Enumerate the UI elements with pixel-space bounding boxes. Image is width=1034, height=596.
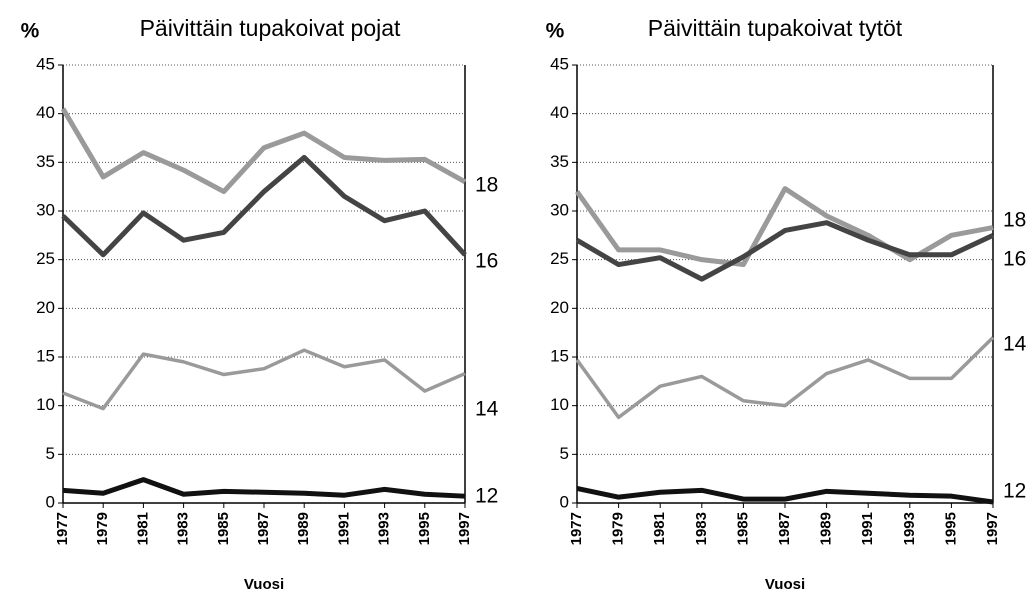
y-tick-label: 45 bbox=[36, 54, 55, 73]
x-axis-label: Vuosi bbox=[244, 576, 284, 593]
series-line bbox=[576, 485, 994, 505]
y-tick-label: 20 bbox=[36, 298, 55, 317]
series-label: 16 bbox=[1003, 248, 1026, 271]
x-tick-label: 1991 bbox=[859, 512, 876, 545]
series-line bbox=[575, 336, 995, 420]
series-line bbox=[60, 107, 467, 195]
x-tick-label: 1997 bbox=[984, 512, 1001, 545]
x-tick-label: 1989 bbox=[818, 512, 835, 545]
y-tick-label: 25 bbox=[550, 249, 569, 268]
x-tick-label: 1983 bbox=[175, 512, 192, 545]
chart-title: Päivittäin tupakoivat pojat bbox=[140, 15, 401, 41]
series-line bbox=[574, 186, 994, 268]
x-tick-label: 1981 bbox=[134, 512, 151, 545]
y-axis-label: % bbox=[21, 20, 40, 43]
x-tick-label: 1993 bbox=[901, 512, 918, 545]
y-tick-label: 40 bbox=[550, 103, 569, 122]
y-tick-label: 0 bbox=[46, 492, 55, 511]
series-line bbox=[575, 220, 995, 282]
y-axis-label: % bbox=[546, 20, 565, 43]
x-tick-label: 1979 bbox=[94, 512, 111, 545]
y-tick-label: 5 bbox=[560, 444, 569, 463]
x-tick-label: 1987 bbox=[255, 512, 272, 545]
x-tick-label: 1985 bbox=[734, 512, 751, 545]
series-label: 16 bbox=[475, 250, 498, 273]
series-label: 18 bbox=[1003, 209, 1026, 232]
x-tick-label: 1977 bbox=[54, 512, 71, 545]
y-tick-label: 20 bbox=[550, 298, 569, 317]
y-tick-label: 10 bbox=[36, 395, 55, 414]
y-tick-label: 35 bbox=[550, 152, 569, 171]
x-tick-label: 1981 bbox=[651, 512, 668, 545]
series-label: 12 bbox=[1003, 480, 1026, 503]
y-tick-label: 30 bbox=[550, 200, 569, 219]
y-tick-label: 0 bbox=[560, 492, 569, 511]
x-axis-label: Vuosi bbox=[765, 576, 805, 593]
x-tick-label: 1997 bbox=[456, 512, 473, 545]
x-tick-label: 1989 bbox=[295, 512, 312, 545]
x-tick-label: 1987 bbox=[776, 512, 793, 545]
y-tick-label: 30 bbox=[36, 200, 55, 219]
x-tick-label: 1993 bbox=[376, 512, 393, 545]
x-tick-label: 1985 bbox=[215, 512, 232, 545]
x-tick-label: 1995 bbox=[416, 512, 433, 545]
y-tick-label: 5 bbox=[46, 444, 55, 463]
series-label: 14 bbox=[475, 398, 499, 421]
y-tick-label: 25 bbox=[36, 249, 55, 268]
y-tick-label: 40 bbox=[36, 103, 55, 122]
y-tick-label: 15 bbox=[550, 346, 569, 365]
x-tick-label: 1991 bbox=[335, 512, 352, 545]
series-line bbox=[62, 477, 466, 499]
x-tick-label: 1977 bbox=[568, 512, 585, 545]
y-tick-label: 35 bbox=[36, 152, 55, 171]
series-label: 12 bbox=[475, 485, 498, 508]
series-line bbox=[61, 154, 467, 258]
series-label: 14 bbox=[1003, 333, 1027, 356]
x-tick-label: 1979 bbox=[610, 512, 627, 545]
y-tick-label: 45 bbox=[550, 54, 569, 73]
x-tick-label: 1995 bbox=[942, 512, 959, 545]
x-tick-label: 1983 bbox=[693, 512, 710, 545]
chart-title: Päivittäin tupakoivat tytöt bbox=[648, 15, 903, 41]
y-tick-label: 15 bbox=[36, 346, 55, 365]
series-label: 18 bbox=[475, 174, 498, 197]
series-line bbox=[62, 348, 466, 411]
y-tick-label: 10 bbox=[550, 395, 569, 414]
